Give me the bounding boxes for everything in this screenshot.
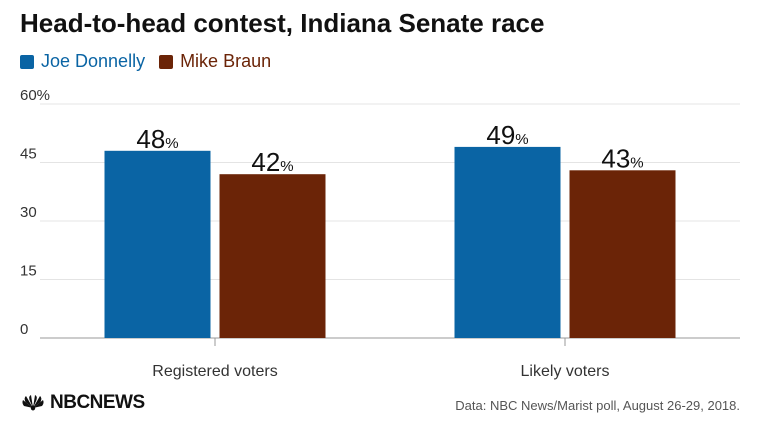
data-label: 49% bbox=[486, 120, 528, 150]
bar bbox=[454, 146, 561, 338]
nbc-news-logo: NBCNEWS bbox=[20, 392, 145, 414]
data-label: 42% bbox=[251, 147, 293, 177]
data-label: 48% bbox=[136, 124, 178, 154]
y-tick-label: 60% bbox=[20, 87, 50, 104]
logo-text: NBCNEWS bbox=[50, 392, 145, 413]
x-category-label: Likely voters bbox=[521, 363, 610, 380]
legend-label-mike-braun: Mike Braun bbox=[180, 51, 272, 71]
legend-item-joe-donnelly: Joe Donnelly bbox=[20, 51, 145, 72]
peacock-icon bbox=[22, 395, 44, 411]
chart-title: Head-to-head contest, Indiana Senate rac… bbox=[20, 8, 545, 38]
source-note: Data: NBC News/Marist poll, August 26-29… bbox=[455, 398, 740, 413]
bar bbox=[219, 174, 326, 338]
legend-label-joe-donnelly: Joe Donnelly bbox=[41, 51, 146, 71]
legend-item-mike-braun: Mike Braun bbox=[159, 51, 271, 72]
y-tick-label: 45 bbox=[20, 146, 37, 163]
y-tick-label: 30 bbox=[20, 204, 37, 221]
legend-swatch-joe-donnelly bbox=[20, 54, 34, 69]
y-tick-label: 15 bbox=[20, 263, 37, 280]
x-category-label: Registered voters bbox=[152, 363, 277, 380]
legend-swatch-mike-braun bbox=[159, 54, 174, 69]
legend: Joe Donnelly Mike Braun bbox=[20, 51, 285, 72]
bar bbox=[104, 150, 211, 338]
data-label: 43% bbox=[601, 143, 643, 173]
y-tick-label: 0 bbox=[20, 321, 28, 338]
bar bbox=[569, 170, 676, 338]
